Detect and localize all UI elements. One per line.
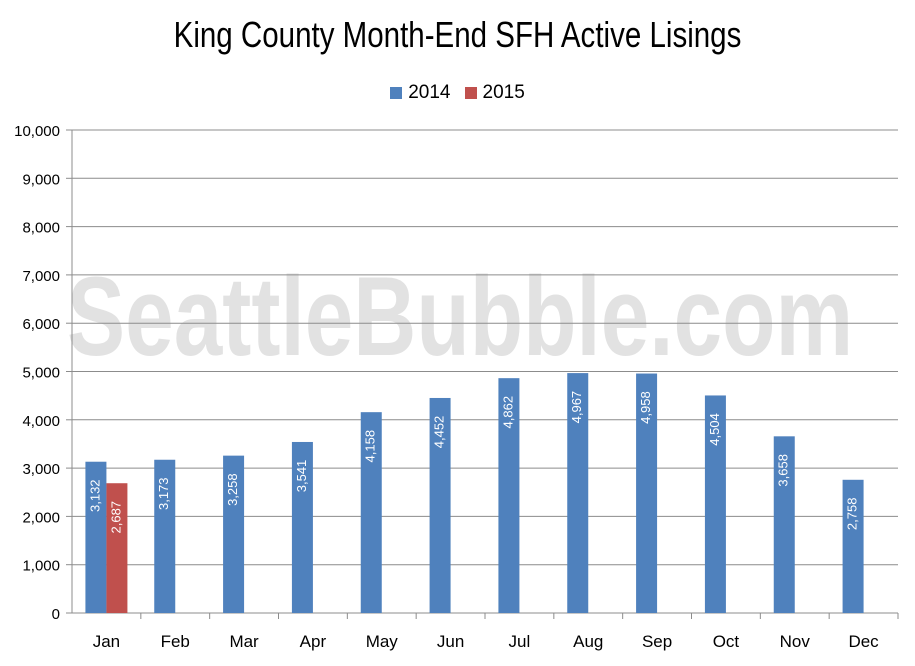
y-tick-label: 5,000 [22,365,60,382]
legend-swatch-2015 [464,87,477,99]
y-tick-label: 0 [52,606,60,623]
watermark-text: SeattleBubble.com [67,255,853,380]
y-tick-label: 1,000 [22,558,60,575]
y-tick-label: 8,000 [22,220,60,237]
bar-2014-jun [429,397,451,613]
x-tick-label: Dec [848,632,879,651]
bar-2014-apr [291,441,313,613]
data-label: 4,452 [432,416,447,449]
bar-2014-feb [154,459,176,613]
legend-swatch-2014 [390,87,403,99]
legend-label-2015: 2015 [482,82,525,103]
data-label: 4,958 [638,391,653,424]
chart-title: King County Month-End SFH Active Lisings [173,14,742,55]
bar-2014-mar [223,455,245,613]
bar-2014-aug [567,373,589,613]
data-label: 3,173 [156,477,171,510]
y-tick-label: 9,000 [22,171,60,188]
y-tick-label: 4,000 [22,413,60,430]
bar-2014-jul [498,378,520,613]
y-tick-label: 2,000 [22,509,60,526]
data-label: 4,158 [363,430,378,463]
y-tick-label: 10,000 [14,123,60,140]
x-tick-label: Jul [509,632,531,651]
y-tick-label: 7,000 [22,268,60,285]
x-tick-label: Oct [713,632,740,651]
legend: 2014 2015 [0,82,915,104]
bar-2014-may [360,412,382,613]
legend-label-2014: 2014 [408,82,451,103]
legend-item-2014: 2014 [390,82,451,104]
bar-2015-jan [106,483,128,613]
x-tick-label: Jun [437,632,464,651]
bar-2014-nov [773,436,795,613]
y-tick-label: 6,000 [22,316,60,333]
legend-item-2015: 2015 [464,82,525,104]
x-tick-label: Jan [93,632,120,651]
data-label: 3,541 [294,460,309,493]
data-label: 2,687 [108,501,123,534]
data-label: 4,862 [500,396,515,429]
data-label: 4,504 [707,413,722,446]
x-tick-label: Apr [300,632,327,651]
x-tick-label: Feb [161,632,190,651]
data-label: 2,758 [845,498,860,531]
bar-2014-oct [704,395,726,613]
x-tick-label: Mar [229,632,259,651]
data-label: 4,967 [569,391,584,424]
data-label: 3,132 [87,479,102,512]
x-tick-label: Sep [642,632,672,651]
y-tick-label: 3,000 [22,461,60,478]
bar-2014-dec [842,479,864,613]
bar-2014-sep [636,373,658,613]
x-tick-label: Aug [573,632,603,651]
bar-2014-jan [85,461,107,613]
data-label: 3,258 [225,473,240,506]
x-tick-label: May [366,632,399,651]
x-tick-label: Nov [780,632,811,651]
data-label: 3,658 [776,454,791,487]
